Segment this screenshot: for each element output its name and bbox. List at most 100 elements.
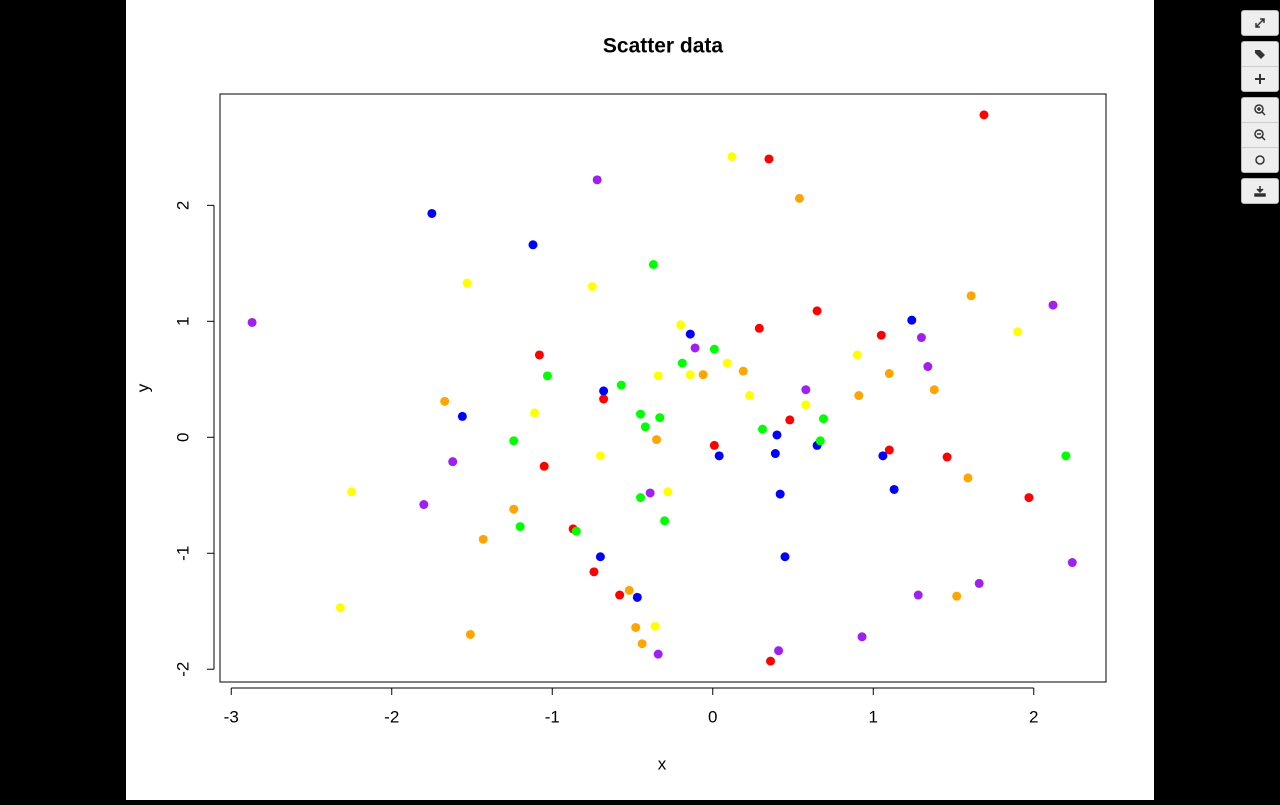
scatter-point <box>772 430 782 440</box>
scatter-point <box>589 567 599 577</box>
y-tick-label: -1 <box>173 546 192 561</box>
scatter-point <box>465 629 475 639</box>
toolbar-group <box>1241 178 1279 204</box>
scatter-point <box>857 632 867 642</box>
scatter-point <box>347 487 357 497</box>
scatter-point <box>427 208 437 218</box>
download-button[interactable] <box>1242 179 1278 203</box>
scatter-point <box>812 306 822 316</box>
scatter-point <box>645 488 655 498</box>
scatter-point <box>889 484 899 494</box>
x-tick-label: 1 <box>869 707 878 726</box>
scatter-point <box>631 622 641 632</box>
scatter-point <box>677 358 687 368</box>
chart: Scatter data x y -3 -2 -1 0 1 2 -2 -1 0 1 2 <box>133 35 1107 773</box>
scatter-point <box>854 391 864 401</box>
scatter-point <box>709 440 719 450</box>
scatter-point <box>745 391 755 401</box>
scatter-point <box>1013 327 1023 337</box>
scatter-point <box>966 291 976 301</box>
scatter-point <box>916 333 926 343</box>
scatter-point <box>534 350 544 360</box>
scatter-point <box>616 380 626 390</box>
scatter-point <box>963 473 973 483</box>
scatter-point <box>923 362 933 372</box>
toolbar-group <box>1241 10 1279 36</box>
scatter-point <box>663 487 673 497</box>
y-tick-label: 1 <box>173 317 192 326</box>
scatter-point <box>979 110 989 120</box>
plot-panel: Scatter data x y -3 -2 -1 0 1 2 -2 -1 0 1 2 <box>126 0 1154 800</box>
scatter-point <box>599 386 609 396</box>
scatter-point <box>884 369 894 379</box>
scatter-point <box>448 457 458 467</box>
chart-title: Scatter data <box>603 35 724 58</box>
scatter-point <box>685 329 695 339</box>
x-tick-label: -3 <box>224 707 239 726</box>
toolbar-group <box>1241 97 1279 173</box>
scatter-point <box>780 552 790 562</box>
scatter-point <box>595 552 605 562</box>
y-axis-label: y <box>133 383 152 392</box>
scatter-point <box>852 350 862 360</box>
scatter-point <box>770 449 780 459</box>
scatter-point <box>636 409 646 419</box>
scatter-point <box>698 370 708 380</box>
scatter-point <box>690 343 700 353</box>
scatter-point <box>457 411 467 421</box>
scatter-point <box>515 522 525 532</box>
scatter-point <box>1061 451 1071 461</box>
x-tick-label: 2 <box>1029 707 1038 726</box>
scatter-point <box>660 516 670 526</box>
pan-button[interactable] <box>1242 67 1278 91</box>
y-tick-label: -2 <box>173 662 192 677</box>
scatter-point <box>528 240 538 250</box>
scatter-point <box>929 385 939 395</box>
scatter-point <box>766 656 776 666</box>
scatter-point <box>774 646 784 656</box>
x-tick-label: -1 <box>545 707 560 726</box>
scatter-point <box>640 422 650 432</box>
scatter-point <box>878 451 888 461</box>
y-tick-label: 2 <box>173 201 192 210</box>
scatter-point <box>652 435 662 445</box>
scatter-point <box>587 282 597 292</box>
scatter-point <box>974 578 984 588</box>
scatter-point <box>876 330 886 340</box>
x-tick-label: -2 <box>384 707 399 726</box>
toolbar-group <box>1241 41 1279 92</box>
scatter-point <box>819 414 829 424</box>
scatter-point <box>913 590 923 600</box>
scatter-point <box>462 278 472 288</box>
expand-button[interactable] <box>1242 11 1278 35</box>
y-tick-label: 0 <box>173 433 192 442</box>
scatter-point <box>738 366 748 376</box>
scatter-point <box>815 436 825 446</box>
scatter-point <box>637 639 647 649</box>
scatter-point <box>509 504 519 514</box>
scatter-point <box>650 621 660 631</box>
scatter-point <box>801 400 811 410</box>
x-axis-label: x <box>658 754 667 773</box>
zoom-in-button[interactable] <box>1242 98 1278 123</box>
scatter-point <box>942 452 952 462</box>
scatter-point <box>714 451 724 461</box>
plot-box <box>219 93 1107 683</box>
scatter-point <box>571 526 581 536</box>
scatter-point <box>653 649 663 659</box>
scatter-point <box>801 385 811 395</box>
scatter-point <box>785 415 795 425</box>
zoom-out-button[interactable] <box>1242 123 1278 148</box>
scatter-point <box>440 396 450 406</box>
reset-button[interactable] <box>1242 148 1278 172</box>
scatter-point <box>636 493 646 503</box>
scatter-point <box>592 175 602 185</box>
scatter-point <box>775 489 785 499</box>
scatter-point <box>764 154 774 164</box>
scatter-point <box>709 344 719 354</box>
scatter-point <box>794 193 804 203</box>
scatter-point <box>615 590 625 600</box>
tag-button[interactable] <box>1242 42 1278 67</box>
scatter-point <box>1024 493 1034 503</box>
